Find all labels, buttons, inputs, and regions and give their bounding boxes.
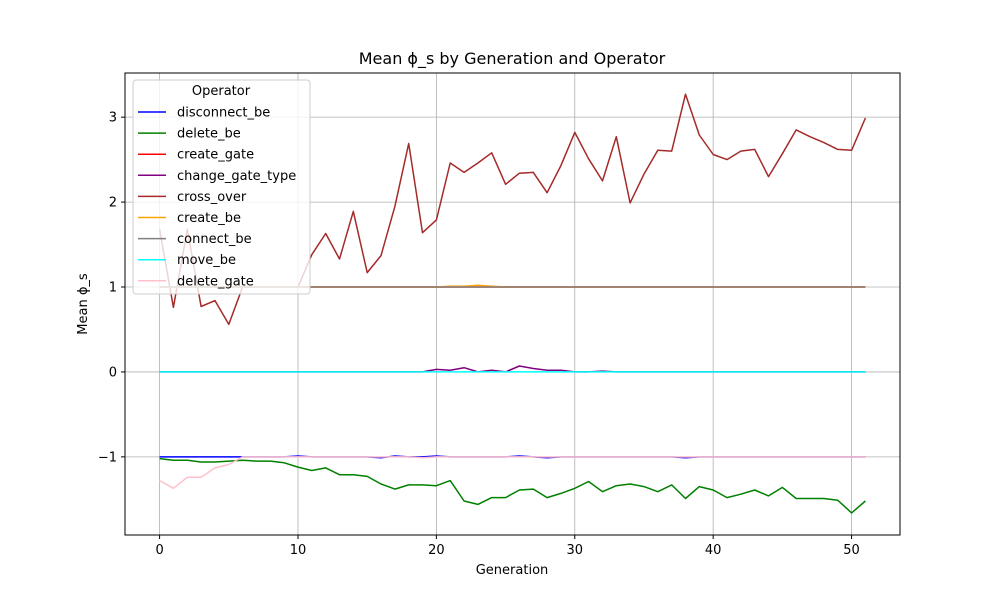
series-line-change-gate-type xyxy=(159,365,866,373)
legend-label: change_gate_type xyxy=(177,169,296,184)
series-line-delete-gate xyxy=(159,456,866,490)
x-axis-title: Generation xyxy=(476,563,549,578)
legend-label: delete_gate xyxy=(177,274,254,289)
axis-ticks: 0 10 20 30 40 50 −1 0 1 2 3 xyxy=(98,111,860,558)
y-tick-label: 2 xyxy=(109,196,117,211)
plot-area-frame xyxy=(124,72,901,536)
y-axis-title: Mean ϕ_s xyxy=(76,273,91,335)
legend: Operator disconnect_be delete_be create_gat… xyxy=(132,79,311,295)
legend-title: Operator xyxy=(192,84,251,99)
legend-label: create_gate xyxy=(177,148,254,163)
legend-label: move_be xyxy=(177,253,236,268)
y-tick-label: 0 xyxy=(109,365,117,380)
x-tick-label: 20 xyxy=(428,543,445,558)
series-line-delete-be xyxy=(159,457,866,514)
x-tick-label: 10 xyxy=(290,543,307,558)
legend-label: disconnect_be xyxy=(177,106,270,121)
legend-label: connect_be xyxy=(177,232,252,247)
x-tick-label: 30 xyxy=(567,543,584,558)
legend-label: cross_over xyxy=(177,190,247,205)
legend-label: create_be xyxy=(177,211,241,226)
x-tick-label: 40 xyxy=(705,543,722,558)
y-tick-label: 3 xyxy=(109,111,117,126)
y-tick-label: −1 xyxy=(98,450,117,465)
legend-box xyxy=(132,79,311,295)
y-tick-label: 1 xyxy=(109,281,117,296)
x-tick-label: 50 xyxy=(843,543,860,558)
chart-title: Mean ϕ_s by Generation and Operator xyxy=(359,49,666,69)
legend-label: delete_be xyxy=(177,127,241,142)
x-tick-label: 0 xyxy=(155,543,163,558)
